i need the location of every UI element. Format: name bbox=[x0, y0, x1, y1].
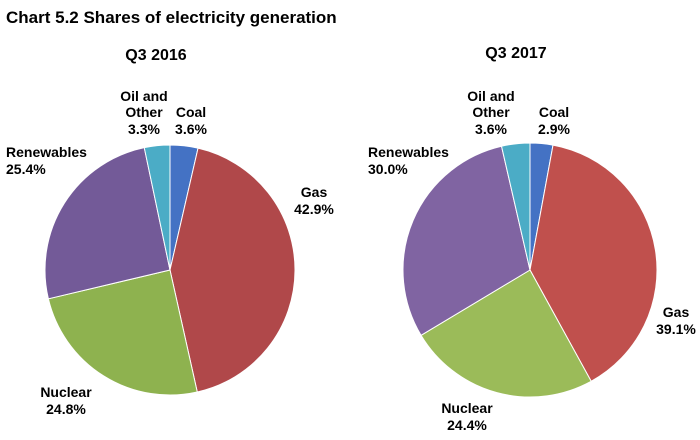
slice-name: Gas bbox=[301, 184, 328, 200]
figure-title: Chart 5.2 Shares of electricity generati… bbox=[6, 8, 337, 27]
slice-name-line-2: Other bbox=[125, 104, 163, 120]
slice-label-renewables: Renewables 30.0% bbox=[368, 144, 449, 177]
slice-name: Gas bbox=[663, 304, 690, 320]
pie-slices bbox=[402, 142, 658, 398]
pie-title-q3-2016: Q3 2016 bbox=[125, 47, 186, 64]
slice-label-coal: Coal 2.9% bbox=[538, 104, 570, 137]
pie-slice-renewables bbox=[402, 145, 531, 337]
slice-name: Coal bbox=[539, 104, 569, 120]
pie-slice-nuclear bbox=[420, 269, 592, 398]
slice-name-line-2: Other bbox=[472, 104, 510, 120]
pie-slice-nuclear bbox=[47, 269, 198, 396]
pie-chart-q3-2016: Q3 2016 Oil and Other 3.3% Coal 3.6% Gas… bbox=[6, 47, 334, 417]
slice-value-label: 24.8% bbox=[46, 401, 86, 417]
slice-value-label: 42.9% bbox=[294, 201, 334, 217]
slice-value-label: 3.3% bbox=[128, 121, 160, 137]
pie-slice-renewables bbox=[44, 147, 171, 300]
pie-chart-q3-2017: Q3 2017 Oil and Other 3.6% Coal 2.9% Gas… bbox=[368, 45, 696, 433]
slice-name-line-1: Oil and bbox=[120, 88, 167, 104]
slice-label-renewables: Renewables 25.4% bbox=[6, 144, 87, 177]
pie-slice-gas bbox=[169, 147, 296, 393]
slice-value-label: 3.6% bbox=[175, 121, 207, 137]
slice-name: Renewables bbox=[368, 144, 449, 160]
slice-value-label: 3.6% bbox=[475, 121, 507, 137]
slice-label-nuclear: Nuclear 24.8% bbox=[40, 384, 92, 417]
slice-label-coal: Coal 3.6% bbox=[175, 104, 207, 137]
slice-name: Nuclear bbox=[441, 400, 493, 416]
slice-value-label: 25.4% bbox=[6, 161, 46, 177]
slice-label-gas: Gas 42.9% bbox=[294, 184, 334, 217]
slice-value-label: 24.4% bbox=[447, 417, 487, 433]
slice-value-label: 30.0% bbox=[368, 161, 408, 177]
slice-label-gas: Gas 39.1% bbox=[656, 304, 696, 337]
slice-name: Nuclear bbox=[40, 384, 92, 400]
slice-label-oil-and-other: Oil and Other 3.6% bbox=[467, 88, 514, 137]
pie-slice-oil-and-other bbox=[500, 142, 531, 271]
slice-label-oil-and-other: Oil and Other 3.3% bbox=[120, 88, 167, 137]
slice-label-nuclear: Nuclear 24.4% bbox=[441, 400, 493, 433]
slice-name: Renewables bbox=[6, 144, 87, 160]
slice-value-label: 2.9% bbox=[538, 121, 570, 137]
slice-name: Coal bbox=[176, 104, 206, 120]
pie-slice-gas bbox=[529, 144, 658, 382]
pie-slice-oil-and-other bbox=[143, 144, 171, 271]
slice-name-line-1: Oil and bbox=[467, 88, 514, 104]
pie-slices bbox=[44, 144, 296, 396]
pie-title-q3-2017: Q3 2017 bbox=[485, 45, 546, 62]
slice-value-label: 39.1% bbox=[656, 321, 696, 337]
